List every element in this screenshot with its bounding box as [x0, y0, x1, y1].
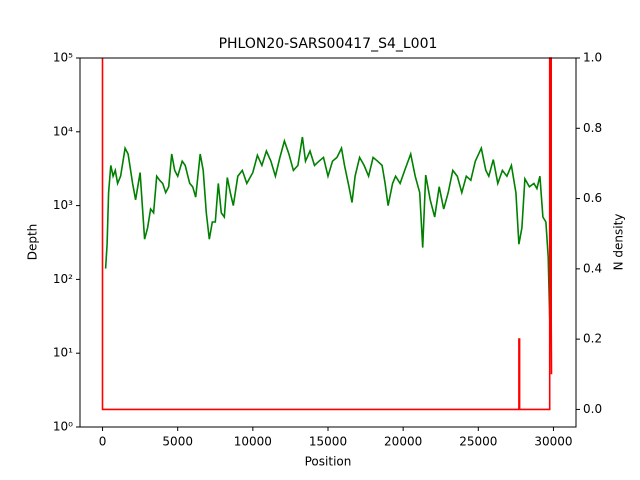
y2-tick-label: 0.6: [583, 191, 602, 205]
y2-tick-label: 0.8: [583, 121, 602, 135]
x-tick-label: 5000: [162, 435, 193, 449]
series-line: [101, 57, 553, 411]
y2-tick-label: 1.0: [583, 51, 602, 65]
y-tick-label: 10⁵: [53, 51, 73, 65]
plot-frame: [79, 57, 577, 428]
x-tick-label: 20000: [384, 435, 422, 449]
y2-tick-label: 0.4: [583, 261, 602, 275]
y-tick-label: 10²: [53, 272, 73, 286]
y-tick-label: 10¹: [53, 346, 73, 360]
y-tick-label: 10⁰: [53, 420, 73, 434]
y-tick-label: 10⁴: [53, 124, 73, 138]
x-axis-label: Position: [305, 455, 352, 469]
x-tick-label: 0: [99, 435, 107, 449]
x-tick-label: 25000: [459, 435, 497, 449]
x-tick-label: 15000: [309, 435, 347, 449]
y2-tick-label: 0.2: [583, 332, 602, 346]
chart-title: PHLON20-SARS00417_S4_L001: [219, 36, 438, 52]
x-tick-label: 10000: [234, 435, 272, 449]
x-tick-label: 30000: [534, 435, 572, 449]
y-axis-label: Depth: [26, 224, 40, 261]
y-tick-label: 10³: [53, 198, 73, 212]
series-line: [104, 136, 552, 341]
y2-tick-label: 0.0: [583, 402, 602, 416]
y2-axis-label: N density: [612, 214, 626, 271]
